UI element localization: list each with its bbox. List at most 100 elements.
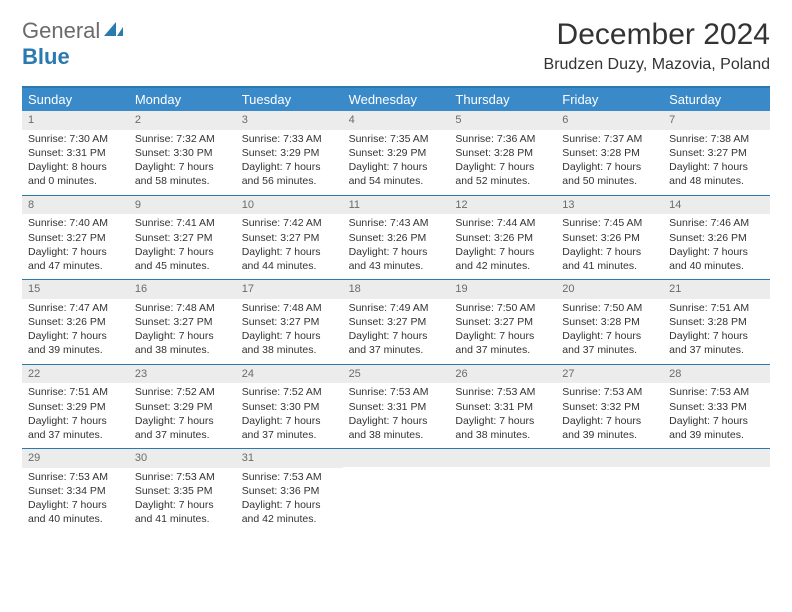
calendar-cell: 20Sunrise: 7:50 AMSunset: 3:28 PMDayligh… [556, 280, 663, 364]
day-number: 2 [129, 111, 236, 130]
day-details: Sunrise: 7:33 AMSunset: 3:29 PMDaylight:… [236, 130, 343, 195]
sunset-line: Sunset: 3:27 PM [455, 315, 550, 329]
day-number: 15 [22, 280, 129, 299]
calendar-cell: 5Sunrise: 7:36 AMSunset: 3:28 PMDaylight… [449, 111, 556, 195]
calendar-cell: 8Sunrise: 7:40 AMSunset: 3:27 PMDaylight… [22, 196, 129, 280]
daylight-line-2: and 0 minutes. [28, 174, 123, 188]
sunrise-line: Sunrise: 7:48 AM [135, 301, 230, 315]
day-details [556, 467, 663, 523]
daylight-line-2: and 37 minutes. [669, 343, 764, 357]
day-details [663, 467, 770, 523]
day-details: Sunrise: 7:44 AMSunset: 3:26 PMDaylight:… [449, 214, 556, 279]
day-details [449, 467, 556, 523]
sunrise-line: Sunrise: 7:45 AM [562, 216, 657, 230]
day-number: 29 [22, 449, 129, 468]
calendar-cell [449, 449, 556, 533]
day-number: 31 [236, 449, 343, 468]
sunrise-line: Sunrise: 7:52 AM [135, 385, 230, 399]
sunset-line: Sunset: 3:29 PM [349, 146, 444, 160]
daylight-line-2: and 42 minutes. [455, 259, 550, 273]
calendar-week: 1Sunrise: 7:30 AMSunset: 3:31 PMDaylight… [22, 111, 770, 196]
daylight-line-2: and 37 minutes. [242, 428, 337, 442]
day-number: 27 [556, 365, 663, 384]
day-number: 9 [129, 196, 236, 215]
calendar-cell: 30Sunrise: 7:53 AMSunset: 3:35 PMDayligh… [129, 449, 236, 533]
sunrise-line: Sunrise: 7:53 AM [28, 470, 123, 484]
day-details: Sunrise: 7:53 AMSunset: 3:31 PMDaylight:… [449, 383, 556, 448]
weekday-tuesday: Tuesday [236, 88, 343, 111]
day-number: 11 [343, 196, 450, 215]
calendar-cell [343, 449, 450, 533]
sunrise-line: Sunrise: 7:37 AM [562, 132, 657, 146]
day-details: Sunrise: 7:43 AMSunset: 3:26 PMDaylight:… [343, 214, 450, 279]
daylight-line-1: Daylight: 8 hours [28, 160, 123, 174]
daylight-line-2: and 37 minutes. [349, 343, 444, 357]
sunrise-line: Sunrise: 7:41 AM [135, 216, 230, 230]
sunset-line: Sunset: 3:32 PM [562, 400, 657, 414]
daylight-line-1: Daylight: 7 hours [669, 160, 764, 174]
daylight-line-2: and 38 minutes. [349, 428, 444, 442]
sunrise-line: Sunrise: 7:35 AM [349, 132, 444, 146]
daylight-line-1: Daylight: 7 hours [135, 160, 230, 174]
calendar-cell: 7Sunrise: 7:38 AMSunset: 3:27 PMDaylight… [663, 111, 770, 195]
daylight-line-2: and 39 minutes. [669, 428, 764, 442]
calendar-cell: 26Sunrise: 7:53 AMSunset: 3:31 PMDayligh… [449, 365, 556, 449]
daylight-line-1: Daylight: 7 hours [562, 160, 657, 174]
daylight-line-1: Daylight: 7 hours [562, 329, 657, 343]
day-details: Sunrise: 7:42 AMSunset: 3:27 PMDaylight:… [236, 214, 343, 279]
day-number: 10 [236, 196, 343, 215]
daylight-line-2: and 48 minutes. [669, 174, 764, 188]
day-details: Sunrise: 7:53 AMSunset: 3:31 PMDaylight:… [343, 383, 450, 448]
daylight-line-2: and 39 minutes. [562, 428, 657, 442]
sunset-line: Sunset: 3:28 PM [455, 146, 550, 160]
calendar-cell: 15Sunrise: 7:47 AMSunset: 3:26 PMDayligh… [22, 280, 129, 364]
daylight-line-1: Daylight: 7 hours [242, 329, 337, 343]
calendar-cell: 4Sunrise: 7:35 AMSunset: 3:29 PMDaylight… [343, 111, 450, 195]
sunset-line: Sunset: 3:30 PM [135, 146, 230, 160]
daylight-line-2: and 47 minutes. [28, 259, 123, 273]
daylight-line-1: Daylight: 7 hours [562, 245, 657, 259]
day-number: 19 [449, 280, 556, 299]
calendar-cell: 23Sunrise: 7:52 AMSunset: 3:29 PMDayligh… [129, 365, 236, 449]
sunset-line: Sunset: 3:27 PM [135, 231, 230, 245]
sunrise-line: Sunrise: 7:51 AM [669, 301, 764, 315]
day-number [663, 449, 770, 467]
sunset-line: Sunset: 3:31 PM [455, 400, 550, 414]
day-details: Sunrise: 7:35 AMSunset: 3:29 PMDaylight:… [343, 130, 450, 195]
sunrise-line: Sunrise: 7:48 AM [242, 301, 337, 315]
sunset-line: Sunset: 3:28 PM [669, 315, 764, 329]
calendar-cell: 29Sunrise: 7:53 AMSunset: 3:34 PMDayligh… [22, 449, 129, 533]
daylight-line-1: Daylight: 7 hours [669, 414, 764, 428]
logo-text-general: General [22, 18, 100, 43]
logo-text-blue: Blue [22, 44, 70, 69]
sunrise-line: Sunrise: 7:50 AM [562, 301, 657, 315]
daylight-line-2: and 44 minutes. [242, 259, 337, 273]
sunrise-line: Sunrise: 7:53 AM [242, 470, 337, 484]
day-number: 7 [663, 111, 770, 130]
day-details: Sunrise: 7:50 AMSunset: 3:27 PMDaylight:… [449, 299, 556, 364]
daylight-line-2: and 50 minutes. [562, 174, 657, 188]
daylight-line-1: Daylight: 7 hours [669, 329, 764, 343]
sunrise-line: Sunrise: 7:53 AM [669, 385, 764, 399]
day-details: Sunrise: 7:53 AMSunset: 3:34 PMDaylight:… [22, 468, 129, 533]
daylight-line-1: Daylight: 7 hours [28, 414, 123, 428]
day-number: 3 [236, 111, 343, 130]
calendar-week: 15Sunrise: 7:47 AMSunset: 3:26 PMDayligh… [22, 280, 770, 365]
day-details: Sunrise: 7:50 AMSunset: 3:28 PMDaylight:… [556, 299, 663, 364]
daylight-line-1: Daylight: 7 hours [669, 245, 764, 259]
daylight-line-1: Daylight: 7 hours [562, 414, 657, 428]
daylight-line-2: and 39 minutes. [28, 343, 123, 357]
daylight-line-2: and 37 minutes. [562, 343, 657, 357]
calendar-cell: 19Sunrise: 7:50 AMSunset: 3:27 PMDayligh… [449, 280, 556, 364]
calendar-cell: 28Sunrise: 7:53 AMSunset: 3:33 PMDayligh… [663, 365, 770, 449]
daylight-line-1: Daylight: 7 hours [135, 414, 230, 428]
day-details: Sunrise: 7:40 AMSunset: 3:27 PMDaylight:… [22, 214, 129, 279]
daylight-line-2: and 43 minutes. [349, 259, 444, 273]
daylight-line-2: and 37 minutes. [135, 428, 230, 442]
daylight-line-1: Daylight: 7 hours [242, 498, 337, 512]
sunrise-line: Sunrise: 7:30 AM [28, 132, 123, 146]
weekday-friday: Friday [556, 88, 663, 111]
day-details: Sunrise: 7:41 AMSunset: 3:27 PMDaylight:… [129, 214, 236, 279]
day-number: 16 [129, 280, 236, 299]
daylight-line-1: Daylight: 7 hours [349, 160, 444, 174]
